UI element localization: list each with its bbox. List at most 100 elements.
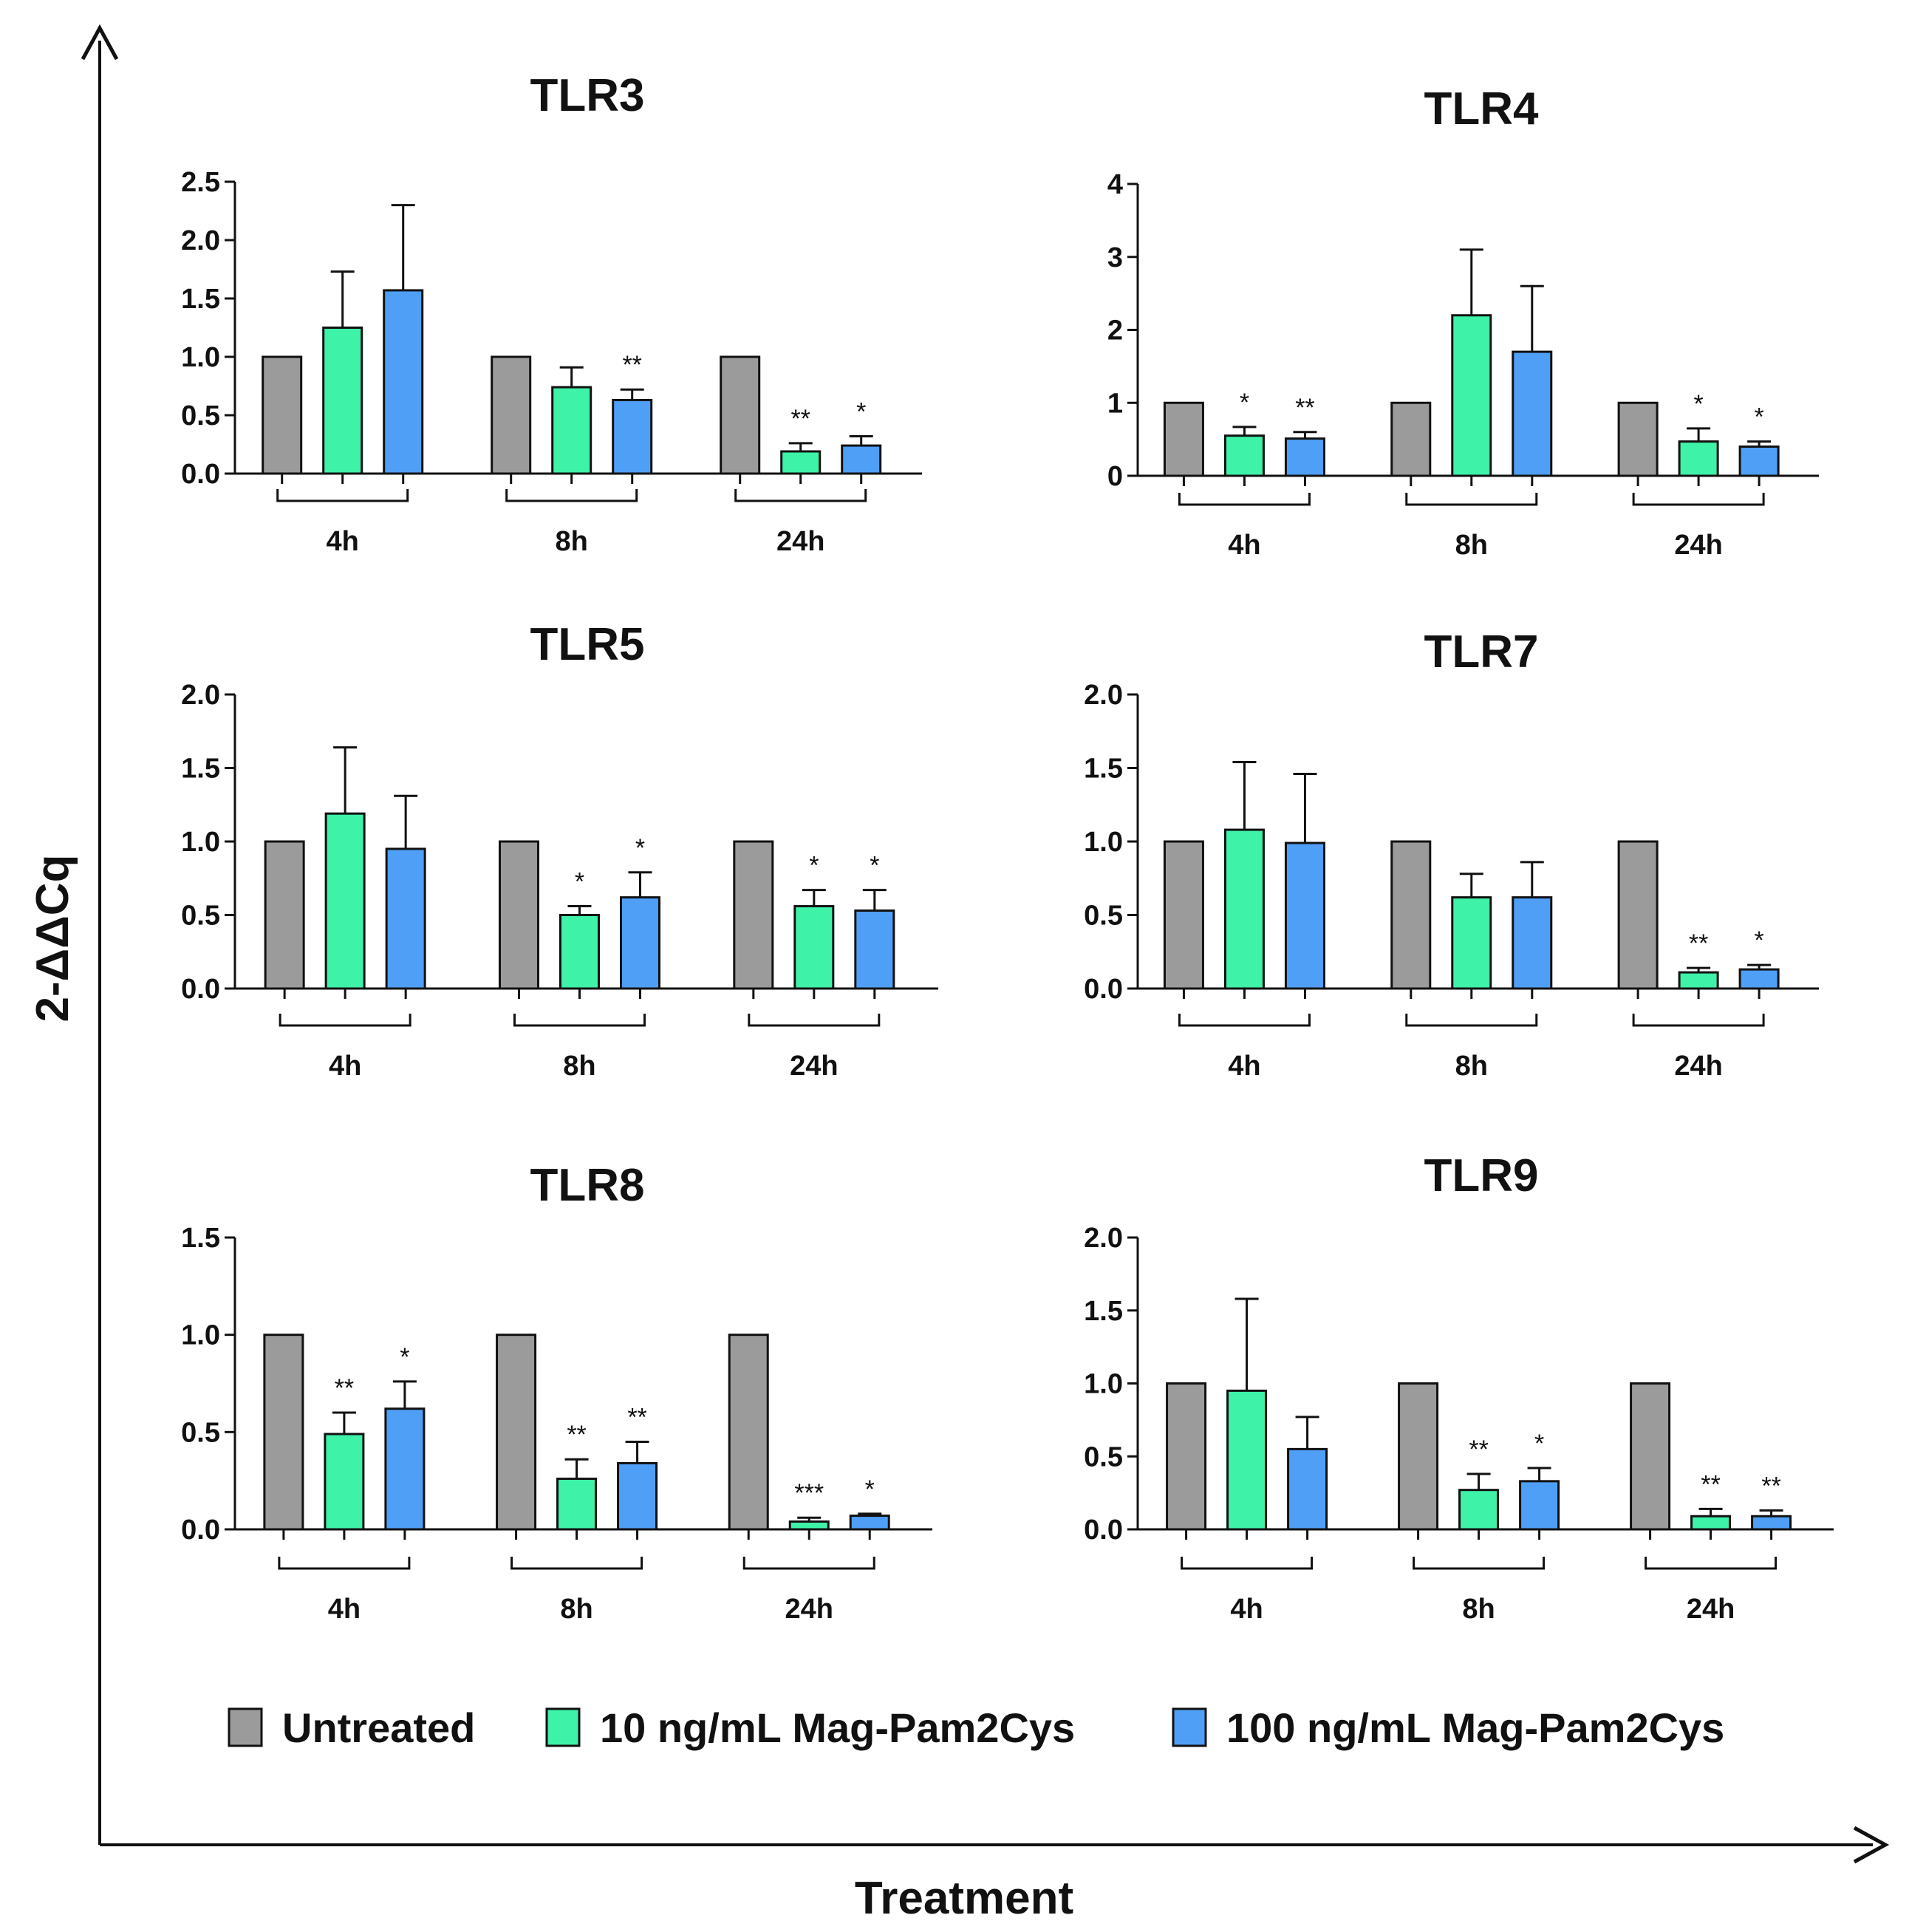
bar bbox=[1630, 1382, 1671, 1531]
significance-label: * bbox=[1754, 403, 1763, 431]
group-label: 8h bbox=[563, 1051, 595, 1082]
panel-title: TLR8 bbox=[530, 1160, 645, 1211]
group-label: 24h bbox=[1687, 1594, 1735, 1625]
y-tick-label: 0.5 bbox=[1084, 1441, 1123, 1472]
group-bracket bbox=[505, 489, 638, 502]
significance-label: * bbox=[635, 834, 645, 862]
group-bracket bbox=[1181, 1557, 1314, 1570]
significance-label: ** bbox=[622, 351, 641, 379]
bar bbox=[720, 355, 761, 475]
bar bbox=[1166, 1382, 1207, 1531]
legend-swatch bbox=[545, 1707, 581, 1747]
significance-label: * bbox=[870, 852, 879, 880]
panel-title: TLR4 bbox=[1424, 83, 1540, 134]
legend: Untreated 10 ng/mL Mag-Pam2Cys 100 ng/mL M… bbox=[228, 1704, 1724, 1751]
y-tick-label: 2.0 bbox=[181, 225, 220, 256]
group-label: 24h bbox=[1674, 1051, 1722, 1082]
bar bbox=[263, 1334, 304, 1531]
y-tick-label: 0.5 bbox=[181, 1417, 220, 1448]
bar bbox=[1738, 968, 1780, 990]
y-tick-label: 1.0 bbox=[181, 342, 220, 373]
significance-label: * bbox=[1754, 926, 1763, 955]
bar bbox=[733, 840, 774, 990]
bar bbox=[1223, 828, 1265, 990]
significance-label: ** bbox=[1701, 1470, 1720, 1498]
bar bbox=[1617, 401, 1659, 477]
bar bbox=[793, 905, 835, 990]
bar bbox=[1398, 1382, 1439, 1531]
bar bbox=[551, 386, 592, 475]
bar bbox=[612, 398, 653, 475]
y-tick-label: 0.0 bbox=[181, 459, 220, 490]
y-tick-label: 1.5 bbox=[181, 284, 220, 315]
legend-label: Untreated bbox=[282, 1704, 475, 1751]
group-bracket bbox=[278, 1557, 411, 1570]
panel-tlr5: TLR5 0.0 0.5 1.0 1.5 2.0 4h * * 8h * * 24h bbox=[181, 619, 938, 1082]
bar bbox=[1163, 401, 1204, 477]
bar bbox=[1690, 1515, 1732, 1531]
y-tick-label: 0.0 bbox=[1084, 974, 1123, 1005]
bar bbox=[854, 909, 895, 990]
significance-label: * bbox=[856, 397, 866, 426]
y-tick-label: 2.5 bbox=[181, 167, 220, 198]
group-label: 4h bbox=[327, 526, 359, 557]
legend-label: 10 ng/mL Mag-Pam2Cys bbox=[600, 1704, 1075, 1751]
y-tick-label: 1.0 bbox=[181, 827, 220, 858]
significance-label: * bbox=[575, 868, 584, 896]
significance-label: ** bbox=[1295, 394, 1314, 422]
y-tick-label: 2 bbox=[1107, 315, 1123, 347]
x-axis-title: Treatment bbox=[855, 1873, 1073, 1924]
y-tick-label: 1.0 bbox=[1084, 827, 1123, 858]
outer-x-arrow bbox=[1853, 1826, 1890, 1864]
y-tick-label: 0.0 bbox=[181, 974, 220, 1005]
significance-label: * bbox=[865, 1475, 875, 1503]
bar bbox=[1284, 842, 1325, 990]
significance-label: ** bbox=[790, 405, 810, 433]
bar bbox=[496, 1334, 537, 1531]
bar bbox=[1512, 350, 1553, 477]
bar bbox=[1226, 1389, 1268, 1531]
y-tick-label: 1 bbox=[1107, 388, 1123, 419]
legend-swatch bbox=[1172, 1707, 1207, 1747]
bar bbox=[1519, 1480, 1560, 1531]
bar bbox=[1512, 896, 1553, 990]
bar bbox=[1390, 840, 1432, 990]
significance-label: * bbox=[1693, 390, 1703, 418]
bar bbox=[556, 1478, 598, 1531]
legend-swatch bbox=[228, 1707, 263, 1747]
bar bbox=[1284, 437, 1325, 477]
bar bbox=[324, 812, 366, 990]
bar bbox=[322, 327, 363, 475]
y-tick-label: 1.0 bbox=[1084, 1369, 1123, 1400]
bar bbox=[1451, 314, 1492, 477]
bar bbox=[1738, 446, 1780, 477]
group-bracket bbox=[1405, 493, 1538, 506]
group-label: 8h bbox=[556, 526, 588, 557]
bar bbox=[617, 1461, 658, 1531]
significance-label: ** bbox=[627, 1404, 646, 1432]
bar bbox=[1751, 1515, 1792, 1531]
y-tick-label: 1.5 bbox=[1084, 754, 1123, 785]
group-bracket bbox=[1178, 493, 1311, 506]
group-bracket bbox=[1632, 493, 1765, 506]
group-label: 4h bbox=[1228, 1051, 1260, 1082]
bar bbox=[264, 840, 305, 990]
group-label: 24h bbox=[790, 1051, 838, 1082]
significance-label: * bbox=[400, 1343, 409, 1371]
y-tick-label: 0.5 bbox=[181, 400, 220, 431]
group-bracket bbox=[1645, 1557, 1777, 1570]
outer-axes: Treatment 2-ΔΔCq bbox=[27, 24, 1890, 1924]
bar bbox=[780, 450, 822, 475]
y-tick-label: 4 bbox=[1107, 169, 1123, 200]
y-tick-label: 1.5 bbox=[181, 754, 220, 785]
bar bbox=[262, 355, 303, 475]
bar bbox=[385, 847, 426, 990]
significance-label: ** bbox=[1689, 929, 1708, 958]
bar bbox=[1451, 896, 1492, 990]
group-bracket bbox=[276, 489, 409, 502]
group-bracket bbox=[510, 1557, 643, 1570]
y-tick-label: 1.5 bbox=[1084, 1296, 1123, 1327]
